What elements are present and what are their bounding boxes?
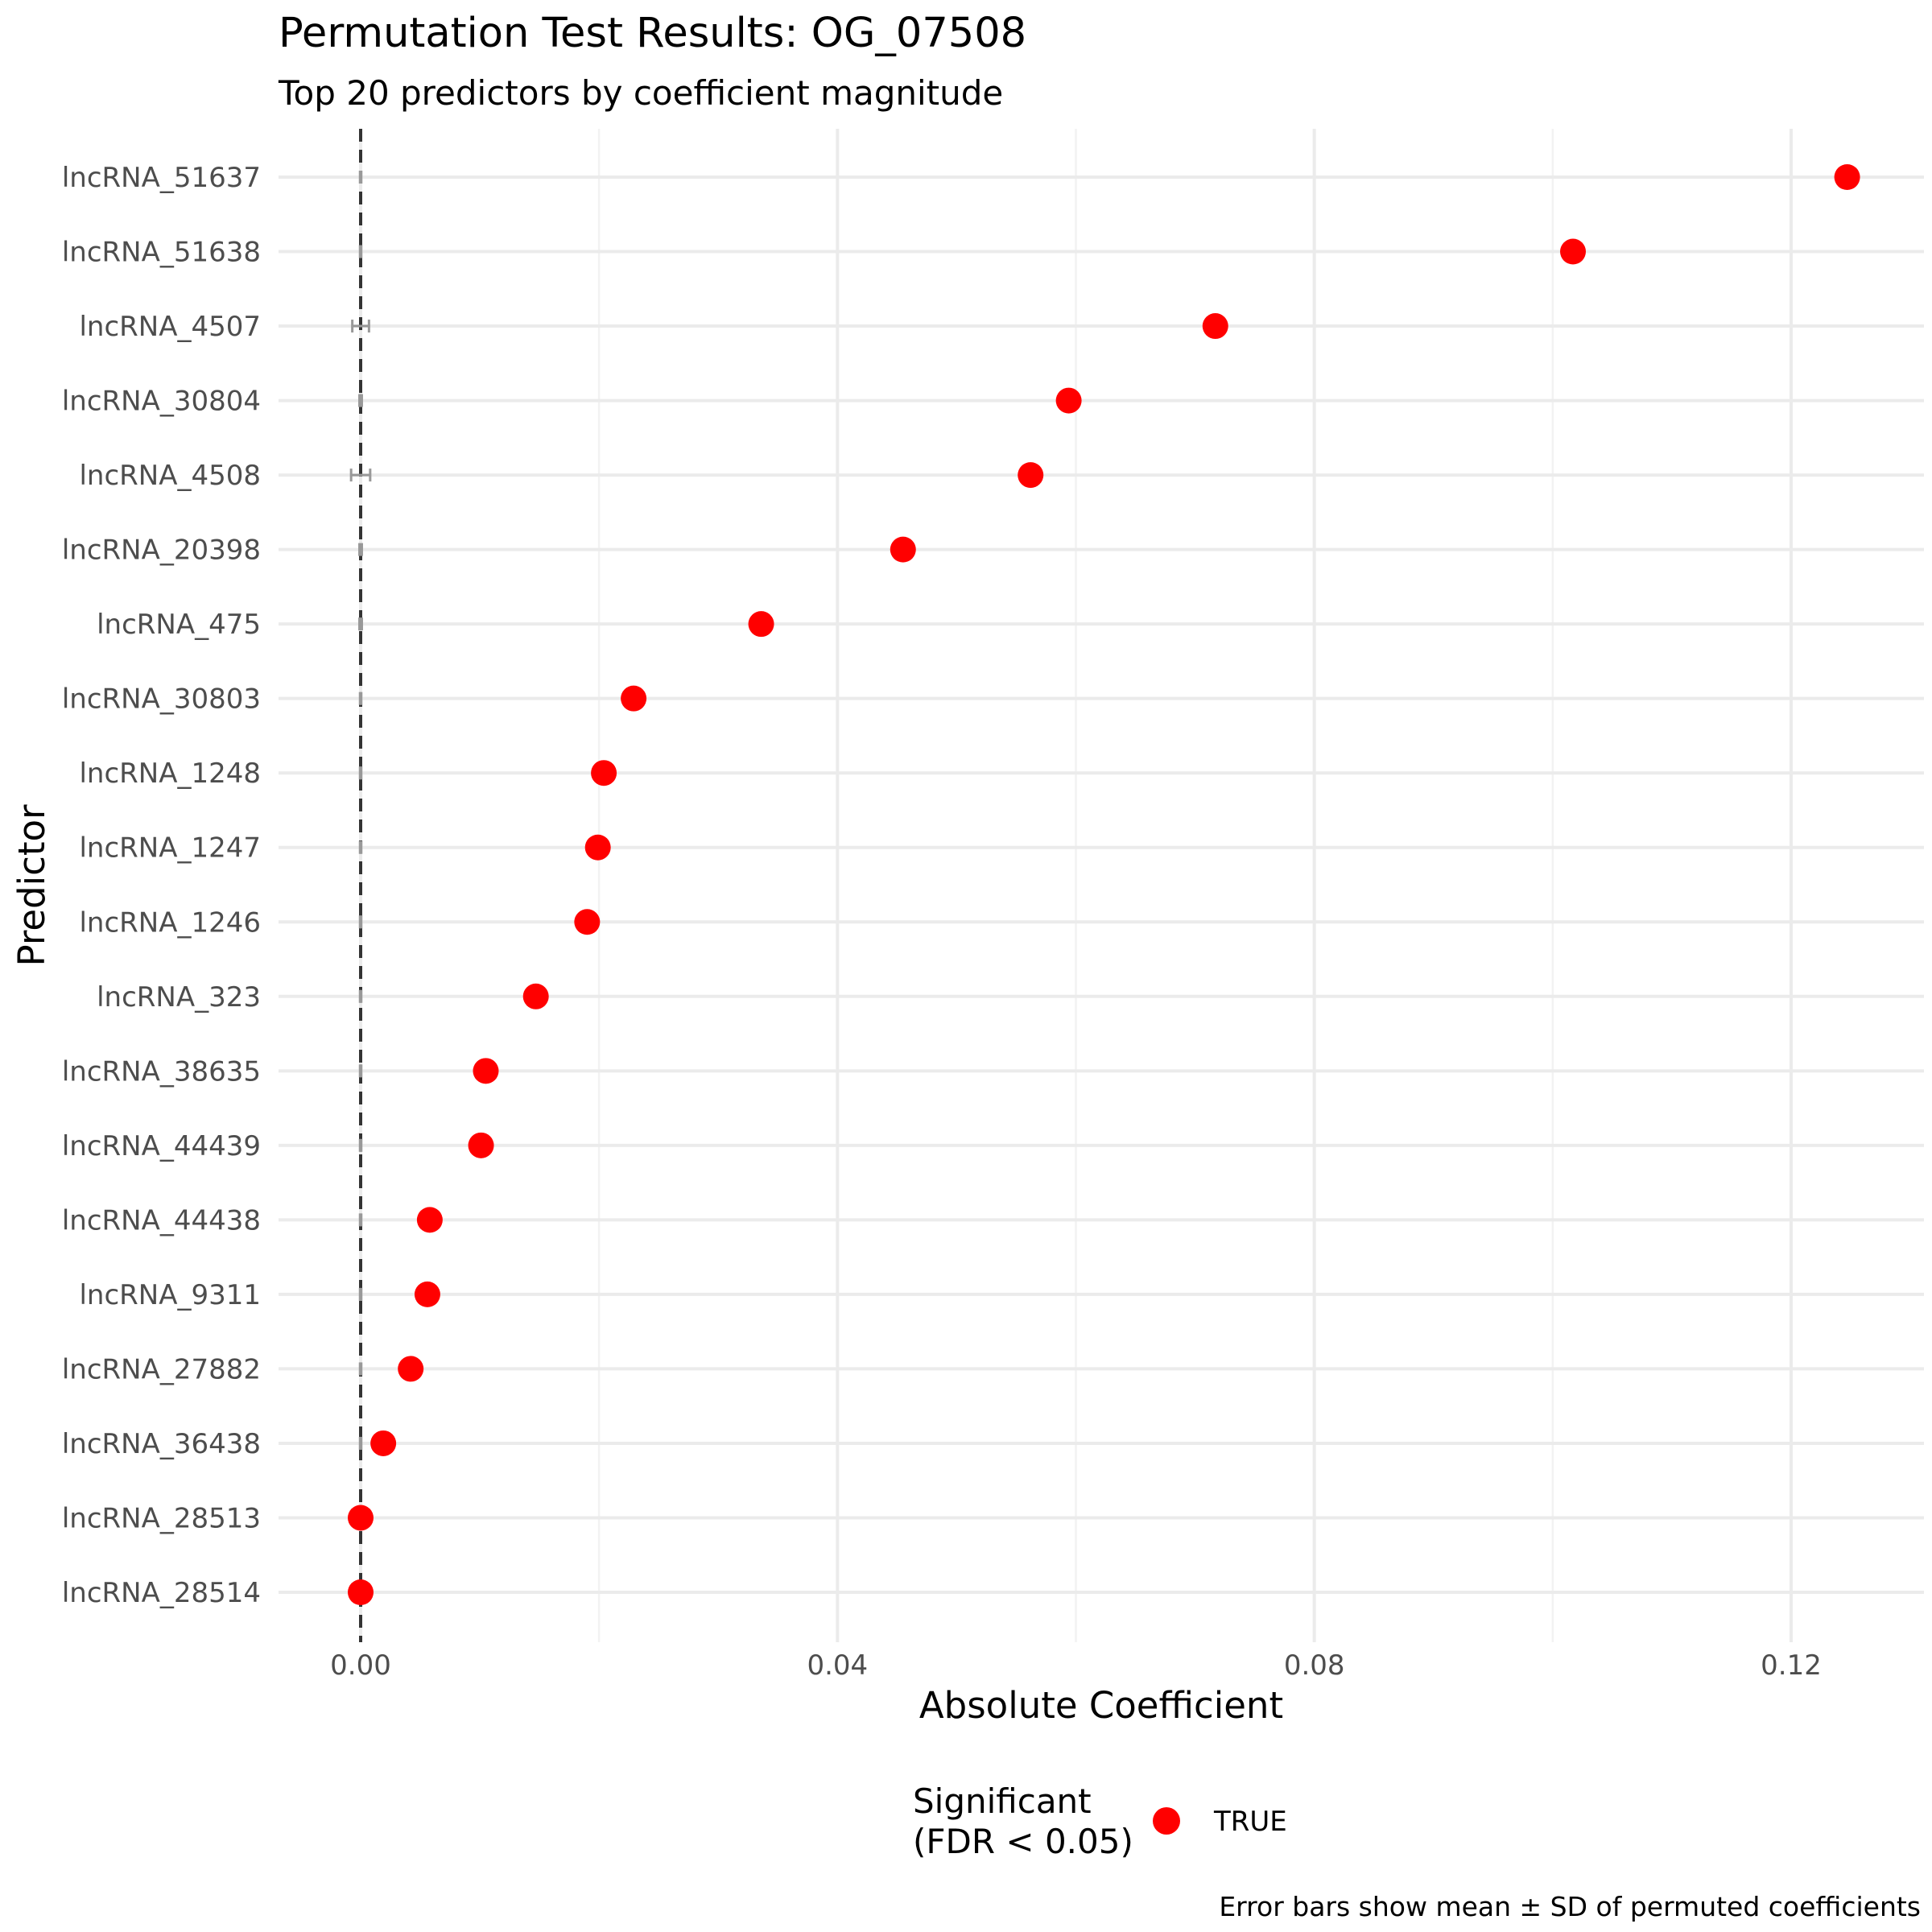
- error-bar: [358, 1362, 363, 1376]
- x-tick-label: 0.12: [1761, 1649, 1822, 1682]
- x-tick-label: 0.00: [330, 1649, 391, 1682]
- error-bar: [358, 1138, 363, 1152]
- data-point: [584, 834, 611, 861]
- data-point: [370, 1430, 397, 1456]
- data-point: [473, 1058, 499, 1084]
- y-tick-label: lncRNA_28514: [62, 1577, 261, 1609]
- x-axis-title: Absolute Coefficient: [919, 1684, 1283, 1727]
- error-bar: [358, 1436, 363, 1450]
- y-tick-label: lncRNA_44439: [62, 1130, 261, 1162]
- y-tick-label: lncRNA_36438: [62, 1428, 261, 1460]
- y-tick-label: lncRNA_4508: [79, 460, 261, 492]
- error-bar: [358, 245, 363, 258]
- data-point: [468, 1132, 494, 1158]
- x-tick-label: 0.08: [1284, 1649, 1345, 1682]
- error-bar: [351, 320, 370, 333]
- error-bar: [358, 1287, 363, 1301]
- data-point: [348, 1579, 374, 1605]
- y-tick-label: lncRNA_30804: [62, 386, 261, 418]
- error-bar: [358, 766, 363, 780]
- legend-label-true: TRUE: [1213, 1806, 1287, 1838]
- error-bar: [358, 915, 363, 929]
- x-tick-label: 0.04: [807, 1649, 868, 1682]
- error-bar: [358, 171, 363, 184]
- legend-title-line2: (FDR < 0.05): [913, 1822, 1133, 1861]
- error-bar: [358, 989, 363, 1003]
- x-tick-labels: 0.00 0.04 0.08 0.12: [330, 1649, 1822, 1682]
- grid: [279, 129, 1924, 1642]
- error-bar: [349, 469, 372, 482]
- data-point: [1202, 313, 1228, 340]
- chart-caption: Error bars show mean ± SD of permuted co…: [1219, 1891, 1921, 1922]
- chart-subtitle: Top 20 predictors by coefficient magnitu…: [278, 73, 1003, 113]
- y-tick-label: lncRNA_1247: [79, 832, 261, 865]
- data-point: [398, 1356, 424, 1382]
- error-bar: [358, 840, 363, 854]
- data-point: [414, 1281, 440, 1307]
- y-tick-label: lncRNA_51638: [62, 237, 261, 269]
- y-tick-label: lncRNA_9311: [79, 1279, 261, 1311]
- data-point: [348, 1505, 374, 1531]
- error-bar: [358, 394, 363, 407]
- data-point: [574, 909, 601, 935]
- data-point: [621, 685, 647, 712]
- data-point: [1834, 164, 1860, 190]
- legend: Significant (FDR < 0.05) TRUE: [913, 1781, 1287, 1861]
- legend-key-point: [1153, 1807, 1180, 1835]
- error-bar: [358, 1213, 363, 1227]
- error-bar: [358, 617, 363, 631]
- y-tick-labels: lncRNA_51637 lncRNA_51638 lncRNA_4507 lncRN…: [62, 162, 261, 1609]
- legend-title-line1: Significant: [913, 1781, 1092, 1821]
- error-bar: [358, 543, 363, 556]
- y-tick-label: lncRNA_28513: [62, 1502, 261, 1534]
- data-points: [348, 164, 1860, 1605]
- y-tick-label: lncRNA_38635: [62, 1055, 261, 1088]
- y-tick-label: lncRNA_1246: [79, 906, 261, 939]
- error-bar: [358, 1064, 363, 1078]
- y-tick-label: lncRNA_1248: [79, 758, 261, 790]
- data-point: [591, 760, 617, 786]
- error-bar: [358, 691, 363, 705]
- y-tick-label: lncRNA_20398: [62, 535, 261, 567]
- data-point: [890, 536, 916, 563]
- y-axis-title: Predictor: [10, 804, 53, 967]
- y-tick-label: lncRNA_30803: [62, 683, 261, 716]
- data-point: [522, 983, 549, 1009]
- y-tick-label: lncRNA_4507: [79, 311, 261, 343]
- data-point: [1018, 462, 1044, 489]
- chart-title: Permutation Test Results: OG_07508: [279, 10, 1026, 57]
- y-tick-label: lncRNA_475: [97, 609, 261, 641]
- data-point: [416, 1207, 443, 1233]
- y-tick-label: lncRNA_51637: [62, 162, 261, 194]
- y-tick-label: lncRNA_27882: [62, 1353, 261, 1385]
- data-point: [1055, 387, 1082, 414]
- y-tick-label: lncRNA_44438: [62, 1204, 261, 1236]
- data-point: [748, 611, 774, 638]
- data-point: [1560, 238, 1587, 265]
- y-tick-label: lncRNA_323: [97, 981, 261, 1013]
